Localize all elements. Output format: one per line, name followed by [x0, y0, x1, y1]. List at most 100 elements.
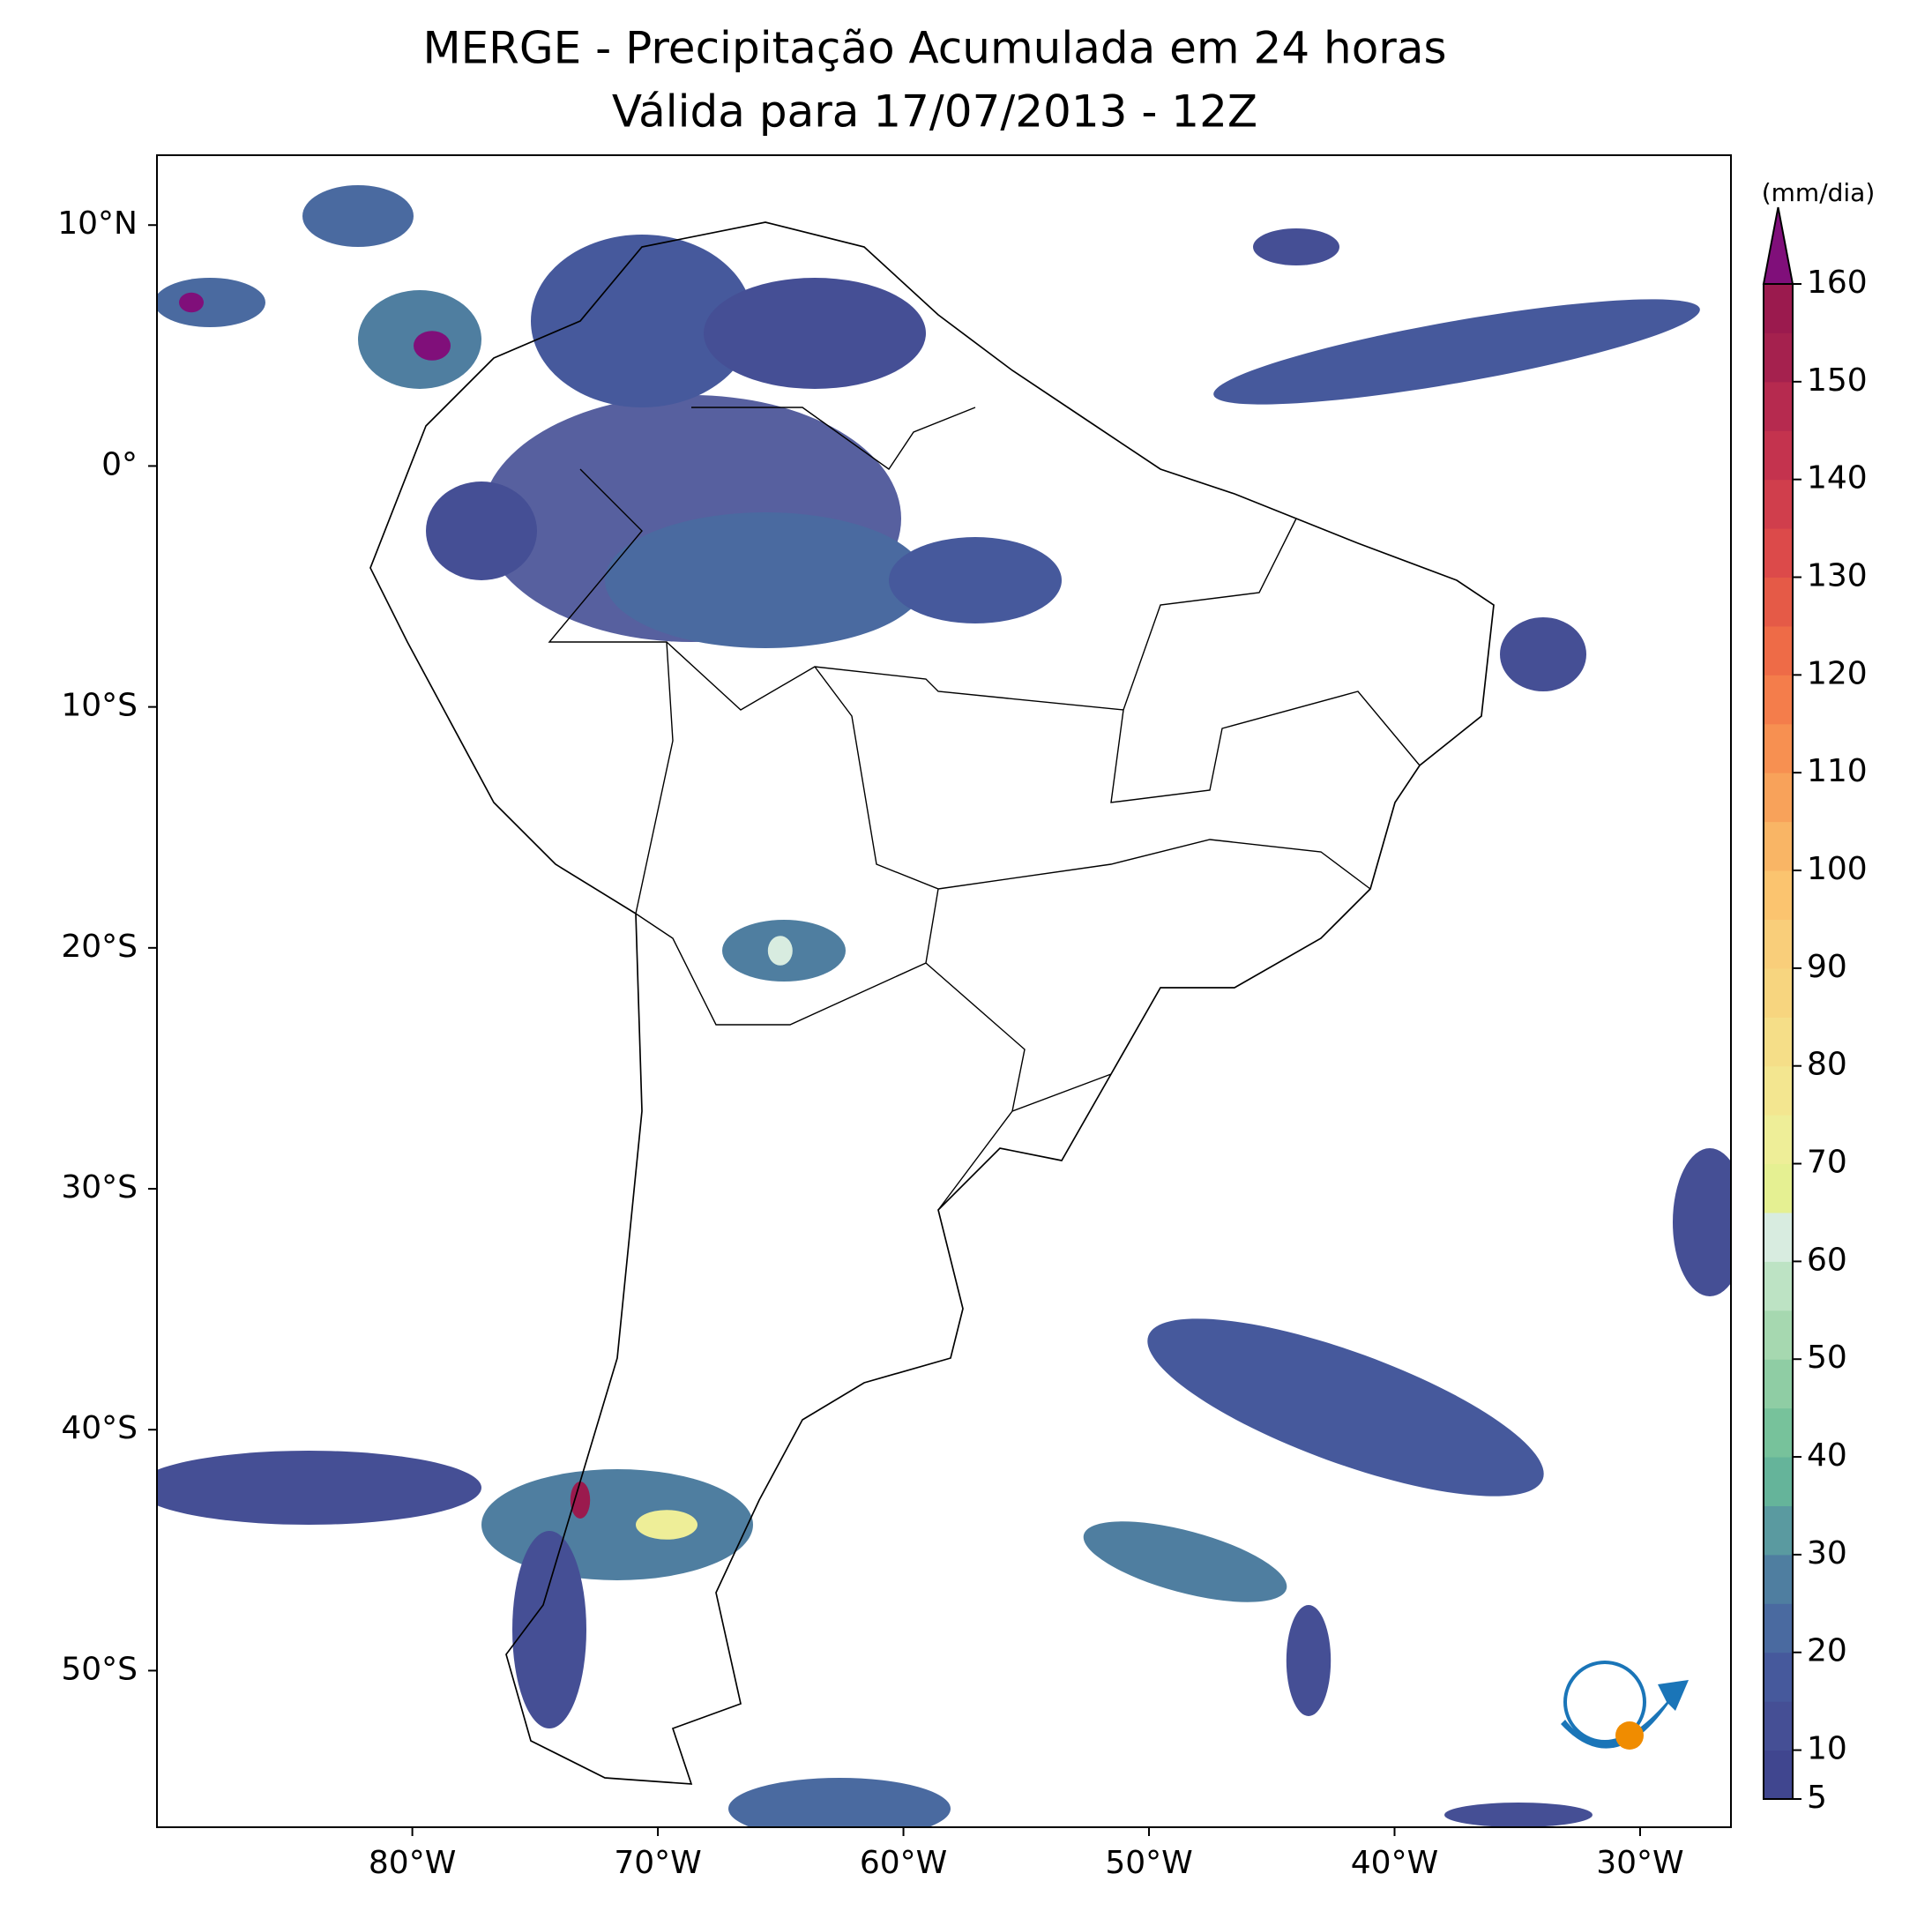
colorbar-label: (mm/dia): [1762, 178, 1876, 207]
colorbar-tick-label: 160: [1807, 265, 1868, 301]
rain-area: [1286, 1605, 1332, 1716]
colorbar-frame: [1763, 283, 1794, 1800]
colorbar-band: [1764, 1652, 1793, 1702]
rain-area: [1500, 617, 1586, 691]
colorbar-band: [1764, 625, 1793, 676]
y-tick-label: 30°S: [61, 1169, 138, 1206]
colorbar-tick-label: 30: [1807, 1535, 1847, 1571]
x-tick-label: 30°W: [1596, 1845, 1683, 1881]
colorbar-band: [1764, 1359, 1793, 1409]
rain-area: [157, 278, 265, 327]
colorbar-tick-label: 10: [1807, 1731, 1847, 1767]
colorbar-tick-label: 60: [1807, 1242, 1847, 1278]
y-tick-label: 0°: [101, 446, 138, 482]
map-area: [157, 185, 1731, 1827]
colorbar-tick-label: 40: [1807, 1437, 1847, 1474]
colorbar-band: [1764, 723, 1793, 773]
rain-area: [414, 331, 451, 361]
colorbar-tick-label: 20: [1807, 1633, 1847, 1669]
colorbar: 5 10 20 30 40 50 60 70 80 90 100 110 120 130 140 150 160…: [1762, 178, 1876, 1816]
colorbar-band: [1764, 479, 1793, 529]
precipitation-fields: [157, 185, 1731, 1827]
colorbar-band: [1764, 1017, 1793, 1067]
rain-area: [1253, 228, 1339, 265]
colorbar-extend: [1762, 206, 1794, 285]
rain-area: [889, 537, 1062, 623]
colorbar-band: [1764, 332, 1793, 383]
rain-area: [1444, 1803, 1593, 1827]
colorbar-band: [1764, 1505, 1793, 1556]
y-tick-label: 40°S: [61, 1410, 138, 1446]
colorbar-band: [1764, 821, 1793, 871]
rain-area: [1213, 299, 1700, 405]
colorbar-band: [1764, 1115, 1793, 1165]
subtitle: Válida para 17/07/2013 - 12Z: [612, 86, 1257, 138]
rain-area: [179, 292, 204, 313]
x-tick-label: 70°W: [614, 1845, 701, 1881]
colorbar-band: [1764, 870, 1793, 920]
rain-area: [605, 512, 926, 648]
axes: 80°W 70°W 60°W 50°W 40°W 30°W 10°N 0° 10°S 20°S 30…: [57, 205, 1683, 1881]
y-tick-label: 20°S: [61, 929, 138, 965]
colorbar-band: [1764, 675, 1793, 725]
rain-area: [767, 936, 793, 966]
colorbar-tick-label: 80: [1807, 1047, 1847, 1083]
colorbar-tick-label: 150: [1807, 362, 1868, 399]
x-tick-label: 50°W: [1105, 1845, 1192, 1881]
colorbar-band: [1764, 1065, 1793, 1116]
rain-area: [426, 481, 537, 580]
colorbar-band: [1764, 381, 1793, 431]
colorbar-band: [1764, 919, 1793, 969]
y-tick-label: 50°S: [61, 1651, 138, 1687]
inpe-logo: [1561, 1661, 1689, 1750]
colorbar-band: [1764, 284, 1793, 333]
rain-area: [704, 278, 926, 389]
colorbar-tick-label: 5: [1807, 1780, 1827, 1816]
rain-area: [570, 1482, 591, 1519]
colorbar-band: [1764, 1407, 1793, 1458]
colorbar-tick-label: 70: [1807, 1145, 1847, 1181]
colorbar-band: [1764, 967, 1793, 1018]
map-frame: [156, 154, 1732, 1828]
colorbar-band: [1764, 1457, 1793, 1506]
colorbar-band: [1764, 773, 1793, 823]
rain-area: [1147, 1318, 1544, 1497]
x-tick-label: 80°W: [369, 1845, 456, 1881]
rain-area: [157, 1451, 481, 1525]
colorbar-band: [1764, 1750, 1793, 1800]
x-tick-label: 40°W: [1351, 1845, 1438, 1881]
rain-area: [531, 235, 753, 407]
borders: [548, 407, 1421, 1211]
logo-arrow: [1561, 1680, 1689, 1749]
title: MERGE - Precipitação Acumulada em 24 hor…: [422, 23, 1446, 74]
y-tick-label: 10°S: [61, 688, 138, 724]
colorbar-band: [1764, 1603, 1793, 1653]
rain-area: [728, 1778, 951, 1827]
colorbar-band: [1764, 1701, 1793, 1751]
rain-area: [1083, 1521, 1287, 1602]
colorbar-tick-label: 110: [1807, 753, 1868, 789]
colorbar-tick-label: 90: [1807, 949, 1847, 985]
colorbar-tick-label: 50: [1807, 1340, 1847, 1376]
colorbar-band: [1764, 1261, 1793, 1311]
colorbar-band: [1764, 577, 1793, 627]
rain-area: [512, 1531, 586, 1728]
colorbar-band: [1764, 430, 1793, 481]
colorbar-band: [1764, 1554, 1793, 1604]
colorbar-tick-label: 100: [1807, 851, 1868, 887]
colorbar-tick-label: 140: [1807, 460, 1868, 496]
colorbar-band: [1764, 1212, 1793, 1262]
colorbar-band: [1764, 1310, 1793, 1360]
x-tick-label: 60°W: [860, 1845, 947, 1881]
colorbar-band: [1764, 528, 1793, 579]
rain-area: [1673, 1148, 1731, 1296]
colorbar-band: [1764, 1163, 1793, 1213]
rain-area: [636, 1510, 697, 1540]
colorbar-tick-label: 130: [1807, 558, 1868, 594]
logo-ring: [1563, 1661, 1646, 1743]
colorbar-tick-label: 120: [1807, 655, 1868, 691]
y-tick-label: 10°N: [57, 205, 138, 242]
coastline: [369, 221, 1495, 1785]
logo-dot: [1615, 1721, 1644, 1750]
